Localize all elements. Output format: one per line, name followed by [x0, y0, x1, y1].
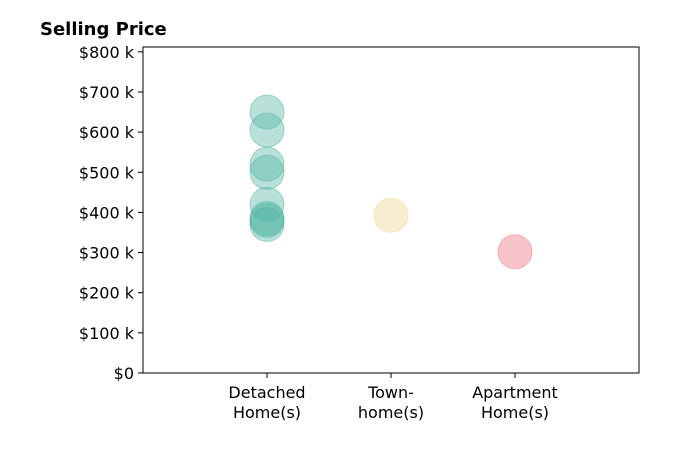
y-tick-label: $700 k	[79, 83, 135, 102]
y-tick-label: $600 k	[79, 123, 135, 142]
x-tick-label: Town-	[367, 383, 414, 402]
y-tick-label: $300 k	[79, 244, 135, 263]
data-point	[497, 234, 533, 270]
plot-area	[249, 94, 533, 270]
y-tick-label: $100 k	[79, 324, 135, 343]
x-tick-label: Apartment	[472, 383, 558, 402]
y-tick-label: $200 k	[79, 284, 135, 303]
data-point	[249, 112, 285, 148]
data-point	[249, 146, 285, 182]
y-axis: $0 $100 k $200 k $300 k $400 k $500 k $600 k $7…	[79, 43, 143, 383]
data-point	[249, 206, 285, 242]
x-tick-label: Home(s)	[233, 403, 301, 422]
chart-title: Selling Price	[40, 19, 167, 40]
data-point	[249, 94, 285, 130]
data-point	[249, 186, 285, 222]
y-tick-label: $800 k	[79, 43, 135, 62]
data-point	[373, 197, 409, 233]
data-point	[249, 154, 285, 190]
x-tick-label: home(s)	[358, 403, 424, 422]
x-axis: DetachedHome(s)Town-home(s)ApartmentHome…	[228, 373, 558, 422]
x-tick-label: Home(s)	[481, 403, 549, 422]
y-tick-label: $0	[114, 364, 134, 383]
x-tick-label: Detached	[228, 383, 305, 402]
y-tick-label: $500 k	[79, 163, 135, 182]
y-tick-label: $400 k	[79, 203, 135, 222]
plot-frame	[142, 46, 640, 374]
